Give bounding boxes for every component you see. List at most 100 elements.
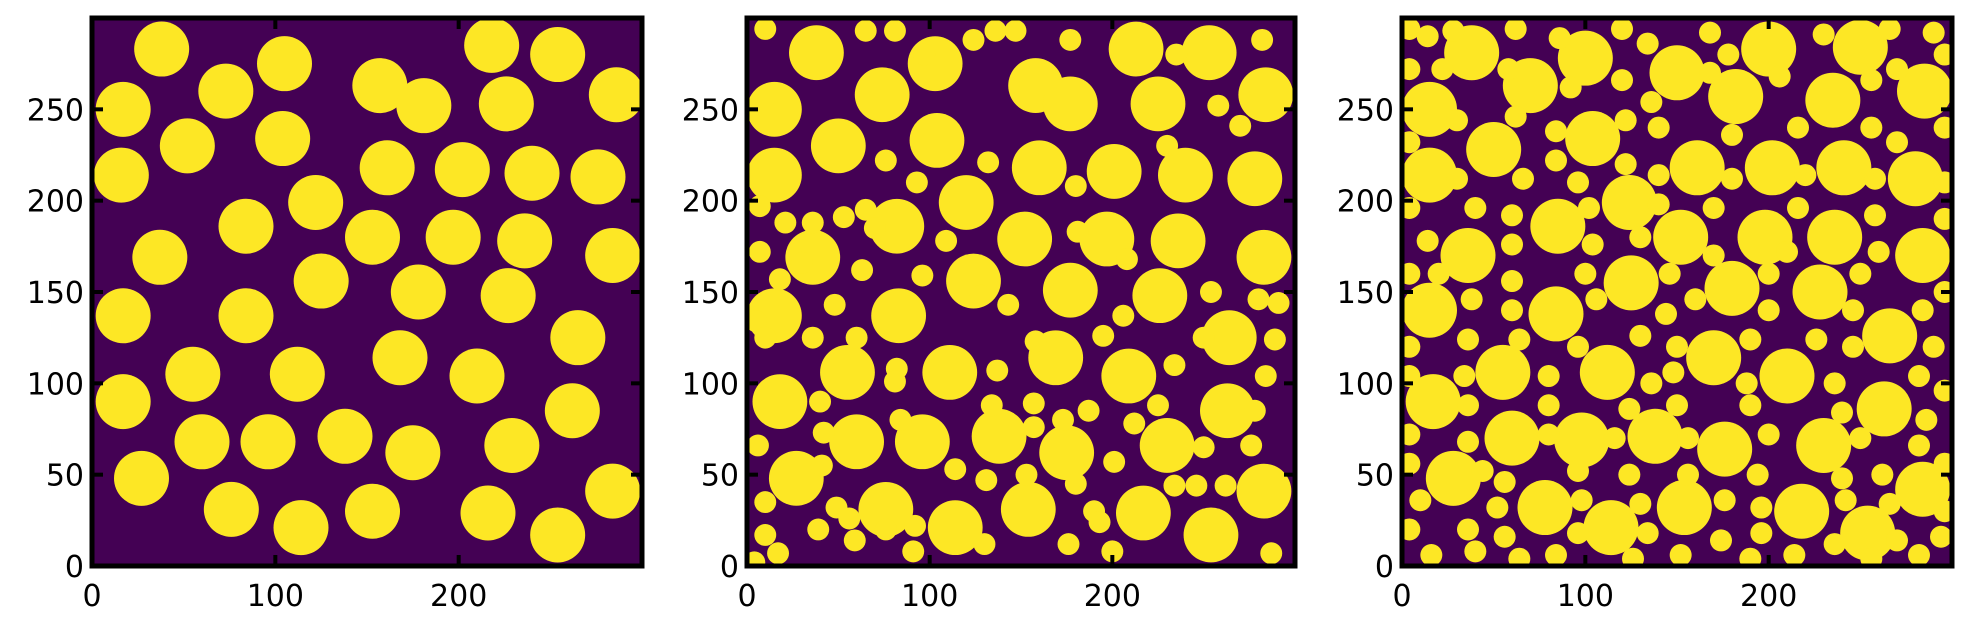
particle bbox=[1699, 21, 1721, 44]
particle bbox=[1192, 436, 1215, 459]
particle bbox=[1930, 525, 1952, 548]
particle bbox=[1537, 423, 1560, 446]
particle bbox=[203, 481, 259, 537]
particle bbox=[1757, 262, 1780, 285]
particle bbox=[95, 374, 151, 430]
particle bbox=[754, 18, 777, 40]
particle bbox=[1453, 365, 1476, 388]
particle bbox=[829, 414, 884, 470]
particle bbox=[1601, 174, 1657, 230]
particle bbox=[1545, 544, 1567, 566]
particle bbox=[1886, 58, 1908, 81]
particle bbox=[1579, 344, 1635, 400]
y-tick-label: 0 bbox=[720, 550, 739, 585]
particle bbox=[1402, 262, 1421, 285]
particle bbox=[1911, 299, 1934, 322]
particle bbox=[922, 344, 978, 400]
x-tick-label: 200 bbox=[430, 579, 487, 614]
particle bbox=[345, 209, 400, 265]
y-tick-label: 150 bbox=[27, 276, 84, 311]
particle bbox=[1440, 227, 1496, 283]
particle bbox=[1611, 18, 1633, 40]
particle bbox=[1254, 365, 1277, 387]
particle bbox=[255, 111, 311, 167]
particle bbox=[449, 348, 505, 404]
particle bbox=[1557, 30, 1613, 86]
particle bbox=[986, 359, 1009, 382]
particle bbox=[1627, 408, 1683, 464]
particle bbox=[1933, 43, 1952, 66]
particle bbox=[1583, 500, 1639, 556]
particle bbox=[1402, 282, 1457, 338]
particle bbox=[352, 58, 408, 114]
particle bbox=[1512, 167, 1534, 190]
particle bbox=[1446, 167, 1468, 190]
particle bbox=[1092, 324, 1115, 347]
particle bbox=[1042, 76, 1098, 132]
particle bbox=[1200, 281, 1222, 303]
particle bbox=[1677, 427, 1699, 450]
particle bbox=[938, 175, 994, 230]
particle bbox=[874, 518, 897, 541]
particle bbox=[927, 500, 983, 556]
particle bbox=[863, 217, 886, 240]
particle bbox=[1757, 299, 1780, 322]
particle bbox=[1227, 151, 1283, 207]
particle bbox=[1908, 544, 1930, 566]
particle bbox=[1263, 328, 1286, 351]
x-tick-label: 0 bbox=[737, 579, 756, 614]
particle bbox=[980, 394, 1003, 417]
particle bbox=[530, 27, 586, 83]
particle bbox=[372, 330, 428, 386]
particle bbox=[913, 43, 936, 66]
particle-layer bbox=[93, 18, 642, 563]
particle bbox=[544, 383, 600, 439]
particle bbox=[754, 491, 777, 514]
particle bbox=[425, 209, 481, 265]
particle bbox=[1864, 167, 1886, 190]
particle-layer bbox=[1402, 18, 1952, 566]
particle bbox=[752, 374, 808, 429]
particle bbox=[1744, 140, 1800, 196]
particle bbox=[359, 140, 415, 196]
particle bbox=[1554, 412, 1610, 468]
particle bbox=[1697, 421, 1753, 477]
panel-2: 0 100 200 0 50 100 150 200 250 bbox=[682, 15, 1298, 614]
particle bbox=[1933, 207, 1952, 230]
particle bbox=[1504, 18, 1527, 40]
particle bbox=[585, 227, 641, 283]
particle bbox=[1042, 262, 1098, 318]
particle bbox=[1840, 505, 1896, 561]
particle bbox=[1000, 481, 1056, 537]
particle bbox=[1425, 450, 1481, 506]
particle bbox=[1886, 131, 1908, 154]
particle bbox=[114, 450, 169, 506]
particle bbox=[1574, 262, 1597, 285]
particle bbox=[1548, 27, 1571, 50]
particle bbox=[754, 326, 777, 349]
particle bbox=[1238, 67, 1294, 123]
particle bbox=[909, 112, 965, 168]
particle bbox=[1708, 69, 1764, 125]
particle bbox=[1493, 470, 1516, 493]
particle bbox=[1240, 434, 1263, 457]
particle bbox=[1897, 63, 1952, 119]
particle bbox=[1794, 164, 1817, 187]
particle bbox=[1064, 472, 1087, 495]
particle bbox=[1842, 335, 1864, 358]
particle bbox=[1022, 416, 1045, 439]
particle bbox=[1493, 525, 1516, 548]
particle bbox=[1457, 328, 1479, 351]
particle bbox=[1862, 308, 1918, 364]
particle bbox=[1702, 244, 1725, 267]
particle bbox=[997, 293, 1020, 316]
y-tick-label: 100 bbox=[27, 367, 84, 402]
particle bbox=[1101, 348, 1157, 404]
particle bbox=[1585, 288, 1608, 311]
particle bbox=[550, 310, 606, 366]
particle bbox=[1247, 288, 1270, 311]
particle bbox=[1471, 460, 1494, 483]
particle bbox=[904, 514, 927, 537]
particle bbox=[1768, 65, 1791, 88]
particle bbox=[273, 500, 329, 556]
